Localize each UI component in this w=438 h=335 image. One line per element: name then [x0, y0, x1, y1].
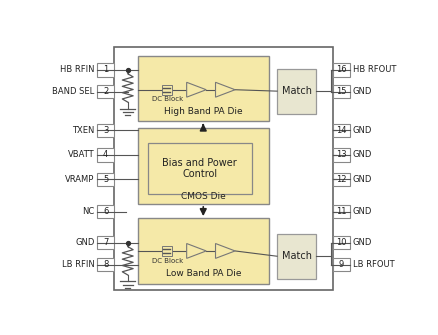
Text: NC: NC — [82, 207, 95, 216]
Text: DC Block: DC Block — [152, 258, 183, 264]
Bar — [97, 205, 114, 218]
Bar — [333, 63, 350, 77]
Bar — [97, 148, 114, 162]
Text: High Band PA Die: High Band PA Die — [164, 107, 243, 116]
Text: 9: 9 — [339, 260, 344, 269]
Bar — [114, 47, 333, 290]
Text: 6: 6 — [103, 207, 108, 216]
Text: HB RFOUT: HB RFOUT — [353, 65, 396, 74]
Text: VBATT: VBATT — [68, 150, 95, 159]
Text: 14: 14 — [336, 126, 347, 135]
Text: GND: GND — [353, 207, 372, 216]
Bar — [138, 128, 268, 204]
Text: VRAMP: VRAMP — [65, 175, 95, 184]
Bar — [333, 205, 350, 218]
Text: GND: GND — [353, 238, 372, 247]
Text: BAND SEL: BAND SEL — [52, 87, 95, 96]
Text: GND: GND — [353, 175, 372, 184]
Bar — [97, 173, 114, 186]
Bar — [97, 236, 114, 249]
Bar — [333, 258, 350, 271]
Bar — [277, 69, 316, 114]
Bar — [333, 85, 350, 98]
Bar — [97, 63, 114, 77]
Text: LB RFIN: LB RFIN — [62, 260, 95, 269]
Text: Low Band PA Die: Low Band PA Die — [166, 269, 241, 278]
Polygon shape — [187, 82, 206, 97]
Bar — [97, 124, 114, 137]
Text: 11: 11 — [336, 207, 347, 216]
Text: LB RFOUT: LB RFOUT — [353, 260, 394, 269]
Text: Bias and Power
Control: Bias and Power Control — [162, 158, 237, 179]
Text: CMOS Die: CMOS Die — [181, 192, 226, 201]
Bar — [162, 85, 172, 94]
Text: 3: 3 — [103, 126, 108, 135]
Text: 12: 12 — [336, 175, 347, 184]
Text: 4: 4 — [103, 150, 108, 159]
Polygon shape — [187, 244, 206, 258]
Text: 16: 16 — [336, 65, 347, 74]
Text: 7: 7 — [103, 238, 108, 247]
Text: GND: GND — [75, 238, 95, 247]
Bar — [333, 148, 350, 162]
Bar — [138, 56, 268, 122]
Text: DC Block: DC Block — [152, 96, 183, 103]
Polygon shape — [215, 244, 235, 258]
Text: GND: GND — [353, 87, 372, 96]
Text: 2: 2 — [103, 87, 108, 96]
Text: 10: 10 — [336, 238, 347, 247]
Bar — [97, 258, 114, 271]
Text: 8: 8 — [103, 260, 108, 269]
Text: 13: 13 — [336, 150, 347, 159]
Bar — [138, 218, 268, 284]
Bar — [162, 246, 172, 256]
Text: Match: Match — [282, 251, 311, 261]
Text: 15: 15 — [336, 87, 347, 96]
Polygon shape — [215, 82, 235, 97]
Text: 1: 1 — [103, 65, 108, 74]
Text: TXEN: TXEN — [72, 126, 95, 135]
Bar — [277, 234, 316, 279]
Bar — [333, 124, 350, 137]
Text: Match: Match — [282, 86, 311, 96]
Bar — [148, 143, 251, 194]
Text: 5: 5 — [103, 175, 108, 184]
Text: GND: GND — [353, 126, 372, 135]
Bar — [97, 85, 114, 98]
Text: GND: GND — [353, 150, 372, 159]
Bar — [333, 236, 350, 249]
Text: HB RFIN: HB RFIN — [60, 65, 95, 74]
Bar — [333, 173, 350, 186]
